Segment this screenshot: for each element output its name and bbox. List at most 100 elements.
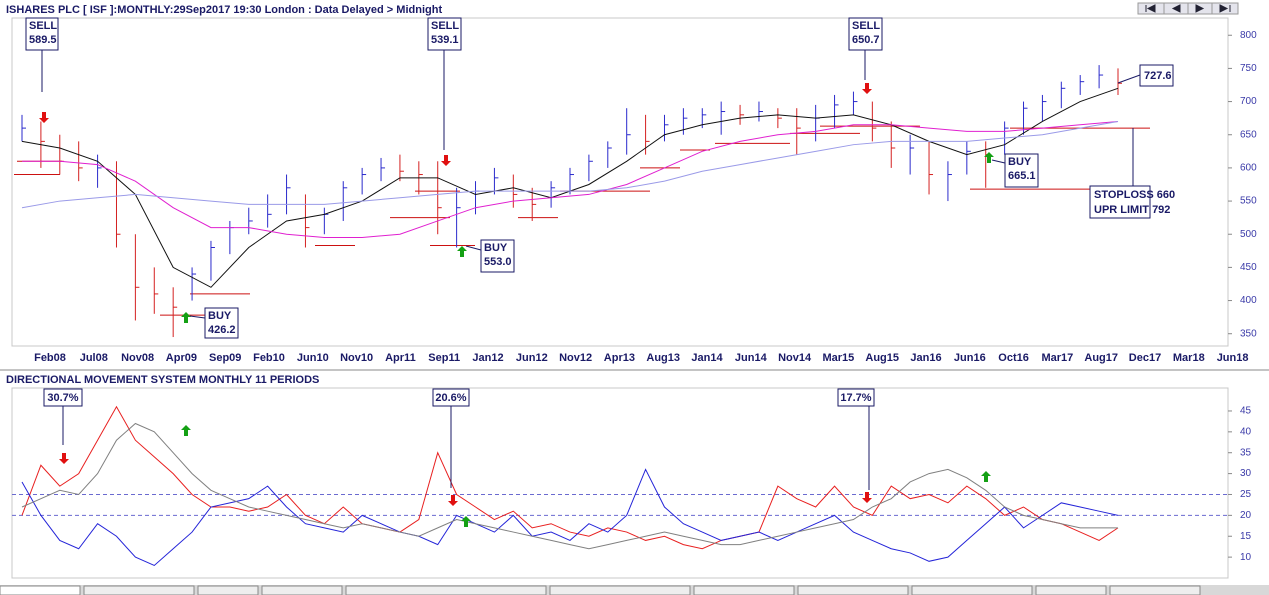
y-tick-label: 350 xyxy=(1240,328,1257,339)
y-tick-label: 45 xyxy=(1240,406,1252,417)
x-tick-label: Nov10 xyxy=(340,352,373,364)
limit-name: STOPLOSS xyxy=(1094,189,1154,201)
buy-arrow xyxy=(461,516,471,527)
sell-arrow xyxy=(39,112,49,123)
x-tick-label: Jul08 xyxy=(80,352,108,364)
y-tick-label: 550 xyxy=(1240,196,1257,207)
x-tick-label: Feb10 xyxy=(253,352,285,364)
limit-value: 660 xyxy=(1157,189,1175,201)
sell-arrow xyxy=(441,155,451,166)
y-tick-label: 450 xyxy=(1240,262,1257,273)
annotation-box xyxy=(1139,64,1174,87)
signal-value: 553.0 xyxy=(484,256,512,268)
annotation-pointer xyxy=(991,159,1006,164)
x-tick-label: Feb08 xyxy=(34,352,66,364)
tab[interactable] xyxy=(345,585,547,595)
dms-line xyxy=(21,405,1119,550)
annotation-box xyxy=(1004,153,1039,188)
tab[interactable] xyxy=(261,585,343,595)
annotation-pointer xyxy=(465,245,482,251)
tab[interactable] xyxy=(693,585,795,595)
x-tick-label: Nov12 xyxy=(559,352,592,364)
x-tick-label: Sep11 xyxy=(428,352,460,364)
x-tick-label: Aug13 xyxy=(646,352,680,364)
signal-value: 589.5 xyxy=(29,34,57,46)
signal-label: SELL xyxy=(852,20,880,32)
dms-line xyxy=(21,468,1119,567)
dms-label: 30.7% xyxy=(47,392,78,404)
x-tick-label: Jan16 xyxy=(910,352,941,364)
nav-icons xyxy=(1145,4,1231,13)
y-tick-label: 600 xyxy=(1240,163,1257,174)
sell-arrow xyxy=(59,453,69,464)
x-tick-label: Aug15 xyxy=(865,352,899,364)
limit-label: UPR LIMIT 792 xyxy=(1094,204,1170,216)
tab[interactable] xyxy=(549,585,691,595)
y-tick-label: 800 xyxy=(1240,30,1257,41)
signal-label: BUY xyxy=(1008,156,1032,168)
tab[interactable] xyxy=(0,585,81,595)
sell-arrow xyxy=(862,83,872,94)
buy-arrow xyxy=(181,425,191,436)
annotation-pointer xyxy=(189,315,206,319)
tab-bar xyxy=(0,585,1269,595)
tab[interactable] xyxy=(911,585,1033,595)
x-tick-label: Jun14 xyxy=(735,352,768,364)
tab[interactable] xyxy=(197,585,259,595)
x-tick-label: Apr13 xyxy=(604,352,635,364)
y-tick-label: 15 xyxy=(1240,531,1252,542)
y-tick-label: 650 xyxy=(1240,129,1257,140)
buy-arrow xyxy=(984,152,994,163)
x-tick-label: Oct16 xyxy=(998,352,1029,364)
limit-value: 792 xyxy=(1152,204,1170,216)
x-tick-label: Apr09 xyxy=(166,352,197,364)
limit-name: UPR LIMIT xyxy=(1094,204,1149,216)
y-tick-label: 35 xyxy=(1240,447,1252,458)
y-tick-label: 750 xyxy=(1240,63,1257,74)
tab[interactable] xyxy=(1109,585,1201,595)
last-price: 727.6 xyxy=(1144,70,1172,82)
dms-label: 17.7% xyxy=(840,392,871,404)
x-tick-label: Mar17 xyxy=(1042,352,1074,364)
limit-label: STOPLOSS 660 xyxy=(1094,189,1175,201)
x-tick-label: Sep09 xyxy=(209,352,241,364)
x-tick-label: Nov08 xyxy=(121,352,154,364)
signal-value: 539.1 xyxy=(431,34,459,46)
x-tick-label: Nov14 xyxy=(778,352,812,364)
tab[interactable] xyxy=(1035,585,1107,595)
signal-value: 665.1 xyxy=(1008,170,1036,182)
dms-line xyxy=(21,422,1118,550)
chart-header: ISHARES PLC [ ISF ]:MONTHLY:29Sep2017 19… xyxy=(6,4,442,16)
annotation-box xyxy=(432,388,470,407)
annotation-box xyxy=(837,388,875,407)
x-tick-label: Aug17 xyxy=(1084,352,1118,364)
y-tick-label: 20 xyxy=(1240,510,1252,521)
y-tick-label: 25 xyxy=(1240,489,1252,500)
nav-buttons xyxy=(1137,2,1239,15)
annotation-box xyxy=(848,17,883,51)
signal-label: SELL xyxy=(29,20,57,32)
buy-arrow xyxy=(981,471,991,482)
annotation-box xyxy=(25,17,59,51)
buy-arrow xyxy=(457,246,467,257)
price-frame xyxy=(11,17,1229,347)
tab[interactable] xyxy=(83,585,195,595)
x-tick-label: Mar15 xyxy=(823,352,855,364)
signal-value: 650.7 xyxy=(852,34,880,46)
tab[interactable] xyxy=(797,585,909,595)
x-tick-label: Jun12 xyxy=(516,352,548,364)
sell-arrow xyxy=(448,495,458,506)
x-tick-label: Jan12 xyxy=(472,352,503,364)
moving-average xyxy=(21,120,1119,209)
annotation-box xyxy=(1089,185,1151,219)
dms-label: 20.6% xyxy=(435,392,466,404)
x-tick-label: Jun18 xyxy=(1217,352,1249,364)
annotation-box xyxy=(427,17,462,51)
annotation-box xyxy=(43,388,83,407)
x-tick-label: Dec17 xyxy=(1129,352,1161,364)
signal-value: 426.2 xyxy=(208,324,236,336)
y-tick-label: 30 xyxy=(1240,468,1252,479)
x-tick-label: Apr11 xyxy=(385,352,416,364)
